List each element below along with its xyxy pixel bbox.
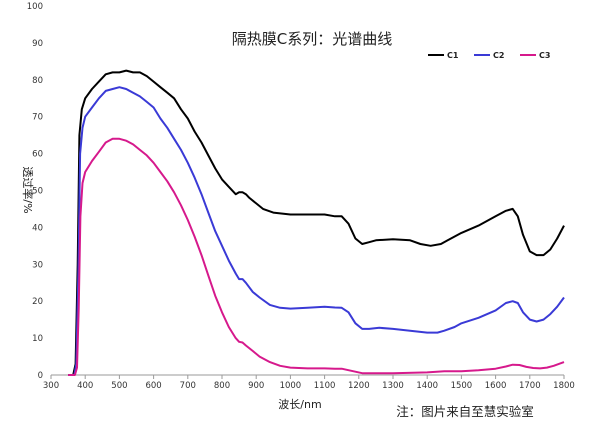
legend-label-c1: C1 <box>447 51 459 60</box>
x-tick-label: 500 <box>111 381 127 391</box>
series-line-c2 <box>68 86 565 376</box>
source-note: 注：图片来自至慧实验室 <box>396 404 534 419</box>
x-tick-label: 400 <box>77 381 93 391</box>
x-tick-label: 1400 <box>416 381 438 391</box>
x-tick-label: 1100 <box>314 381 336 391</box>
y-tick-label: 90 <box>32 39 43 49</box>
series-layer <box>68 69 565 376</box>
x-tick-label: 900 <box>248 381 264 391</box>
series-line-c3 <box>68 137 565 376</box>
series-line-c1 <box>68 69 565 376</box>
y-tick-label: 80 <box>32 76 43 86</box>
y-tick-label: 20 <box>32 297 43 307</box>
y-tick-label: 60 <box>32 150 43 160</box>
y-tick-label: 70 <box>32 113 43 123</box>
y-tick-label: 0 <box>38 371 43 381</box>
x-tick-label: 1800 <box>553 381 575 391</box>
y-tick-label: 10 <box>32 334 43 344</box>
y-axis-label: 透过率/% <box>21 166 35 213</box>
x-tick-label: 1000 <box>280 381 302 391</box>
x-axis-ticks: 300 400 500 600 700 800 900 1000 1100 1200 1300 140… <box>43 375 575 391</box>
x-tick-label: 600 <box>145 381 161 391</box>
legend-label-c2: C2 <box>493 51 504 60</box>
x-axis-label: 波长/nm <box>278 398 321 411</box>
y-tick-label: 40 <box>32 223 43 233</box>
y-axis-ticks: 0 10 20 30 40 50 60 70 80 90 100 <box>27 2 43 381</box>
y-tick-label: 100 <box>27 2 43 12</box>
x-tick-label: 800 <box>214 381 230 391</box>
x-tick-label: 700 <box>180 381 196 391</box>
legend-label-c3: C3 <box>539 51 550 60</box>
y-tick-label: 50 <box>32 187 43 197</box>
x-tick-label: 1300 <box>382 381 404 391</box>
x-tick-label: 1600 <box>485 381 507 391</box>
chart-title: 隔热膜C系列：光谱曲线 <box>232 30 392 48</box>
x-tick-label: 300 <box>43 381 59 391</box>
x-tick-label: 1200 <box>348 381 370 391</box>
x-tick-label: 1700 <box>519 381 541 391</box>
x-tick-label: 1500 <box>451 381 473 391</box>
legend: C1 C2 C3 <box>428 51 550 60</box>
y-tick-label: 30 <box>32 260 43 270</box>
